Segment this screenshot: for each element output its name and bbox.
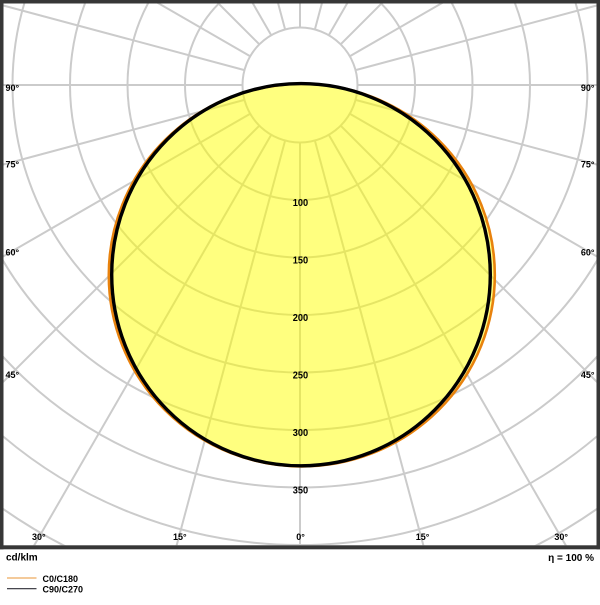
svg-text:75°: 75°	[6, 160, 20, 170]
svg-text:60°: 60°	[581, 247, 595, 257]
svg-text:300: 300	[293, 428, 309, 439]
svg-text:30°: 30°	[32, 532, 46, 542]
svg-text:75°: 75°	[581, 160, 595, 170]
svg-text:C90/C270: C90/C270	[43, 585, 84, 595]
svg-text:30°: 30°	[554, 532, 568, 542]
svg-text:cd/klm: cd/klm	[6, 553, 38, 564]
svg-text:η = 100 %: η = 100 %	[548, 553, 594, 564]
svg-text:0°: 0°	[296, 532, 305, 542]
svg-text:45°: 45°	[581, 370, 595, 380]
svg-text:200: 200	[293, 313, 309, 324]
svg-text:60°: 60°	[6, 247, 20, 257]
svg-text:90°: 90°	[6, 83, 20, 93]
svg-text:15°: 15°	[173, 532, 187, 542]
svg-text:250: 250	[293, 371, 309, 382]
svg-text:C0/C180: C0/C180	[43, 574, 79, 584]
svg-text:45°: 45°	[6, 370, 20, 380]
svg-text:150: 150	[293, 256, 309, 267]
svg-text:100: 100	[293, 198, 309, 209]
svg-text:90°: 90°	[581, 83, 595, 93]
svg-text:350: 350	[293, 486, 309, 497]
svg-text:15°: 15°	[416, 532, 430, 542]
